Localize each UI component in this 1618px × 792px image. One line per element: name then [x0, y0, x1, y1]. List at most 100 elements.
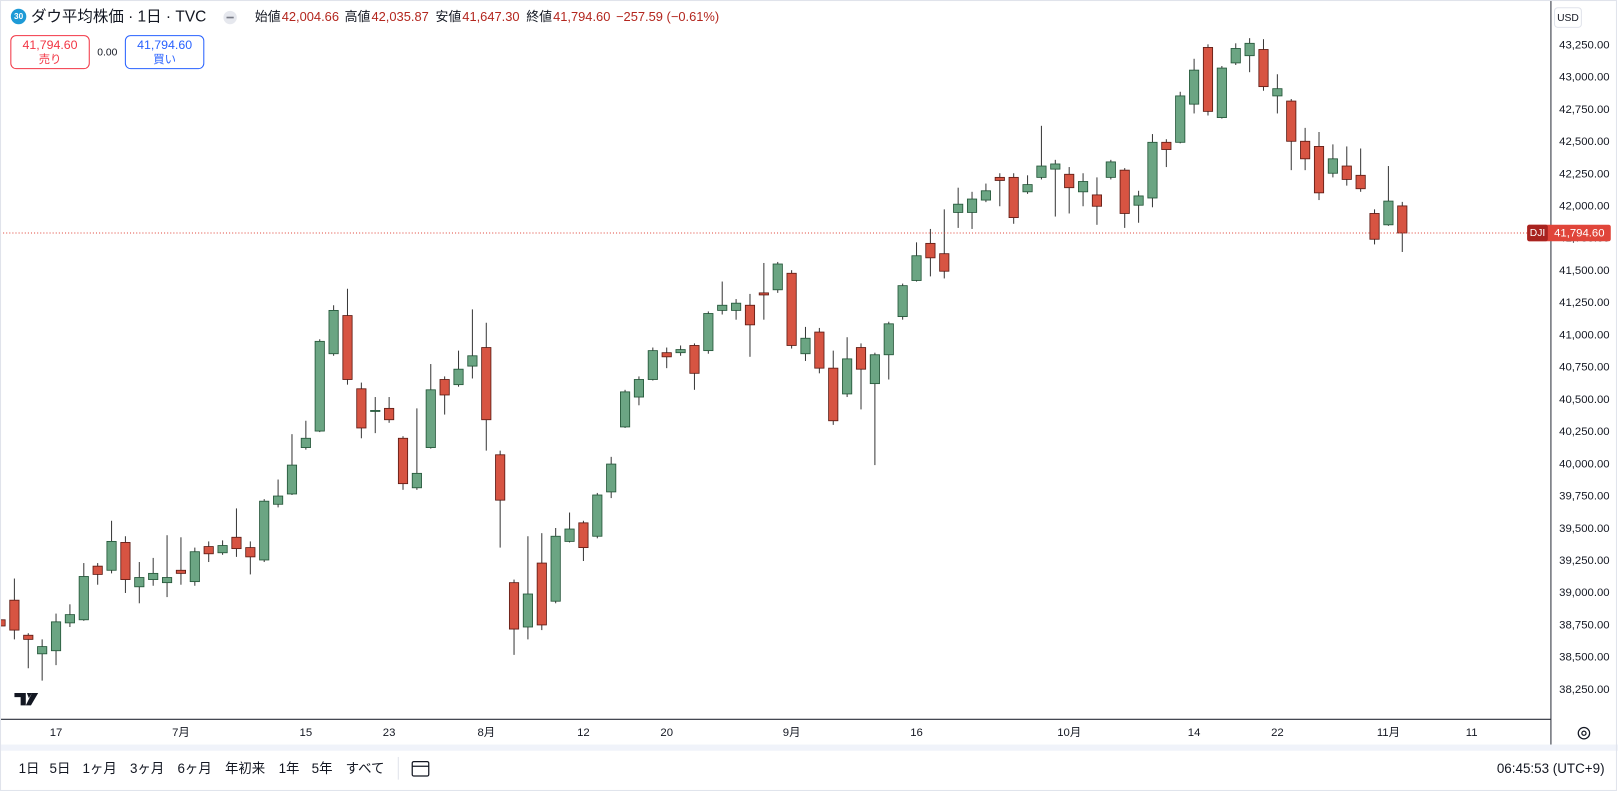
candle-body: [758, 292, 769, 296]
candle-body: [425, 389, 436, 448]
candle-body: [1022, 184, 1033, 193]
candle-body: [731, 302, 742, 311]
candle-body: [620, 391, 631, 428]
y-tick-label: 42,250.00: [1559, 168, 1609, 180]
candle-body: [800, 337, 811, 355]
y-tick-label: 38,500.00: [1559, 652, 1609, 664]
symbol-tag: [1527, 224, 1548, 242]
candle-body: [717, 304, 728, 311]
candle-body: [689, 345, 700, 374]
range-button[interactable]: 1年: [279, 761, 300, 776]
date-range-button[interactable]: [411, 760, 430, 777]
candle-body: [1161, 141, 1172, 150]
x-tick-label: 8月: [477, 727, 495, 739]
candle-body: [273, 495, 284, 505]
y-tick-label: 40,250.00: [1559, 426, 1609, 438]
x-tick-label: 10月: [1057, 727, 1081, 739]
clock[interactable]: 06:45:53 (UTC+9): [1497, 761, 1605, 776]
buy-label: 買い: [153, 53, 176, 66]
candle-body: [911, 255, 922, 281]
candle-body: [439, 379, 450, 396]
currency-button[interactable]: [1554, 7, 1582, 28]
candle-body: [814, 331, 825, 369]
range-button[interactable]: 年初来: [225, 761, 265, 776]
x-tick-label: 15: [300, 727, 313, 739]
range-button[interactable]: 6ヶ月: [177, 761, 211, 776]
price-axis: 38,250.00 38,500.00 38,750.00 39,000.00 39,2…: [1559, 39, 1609, 696]
x-tick-label: 20: [660, 727, 673, 739]
settings-button[interactable]: [1577, 726, 1591, 740]
x-tick-label: 12: [577, 727, 590, 739]
sell-button[interactable]: [10, 35, 90, 70]
toolbar-gap: [0, 744, 1618, 751]
range-button[interactable]: 5日: [50, 761, 71, 776]
candle-body: [162, 577, 173, 584]
candle-body: [592, 494, 603, 537]
range-button[interactable]: 5年: [312, 761, 333, 776]
x-tick-label: 23: [383, 727, 396, 739]
candle-body: [828, 367, 839, 422]
candle-body: [966, 198, 978, 213]
x-tick-label: 22: [1271, 727, 1284, 739]
candle-body: [1133, 195, 1144, 206]
candle-body: [786, 272, 797, 346]
symbol-badge: [10, 8, 27, 25]
range-button[interactable]: 1ヶ月: [83, 761, 117, 776]
y-tick-label: 39,500.00: [1559, 523, 1609, 535]
candle-body: [606, 463, 617, 493]
range-button[interactable]: 3ヶ月: [130, 761, 164, 776]
x-tick-label: 7月: [172, 727, 190, 739]
candle-body: [23, 634, 34, 640]
candle-body: [411, 472, 422, 489]
candle-body: [522, 593, 533, 628]
candle-body: [467, 355, 478, 367]
y-tick-label: 40,750.00: [1559, 362, 1609, 374]
candle-body: [37, 646, 48, 655]
candle-body: [120, 542, 131, 580]
range-button[interactable]: 1日: [19, 761, 40, 776]
currency: USD: [1557, 13, 1579, 24]
x-tick-label: 17: [50, 727, 63, 739]
candle-body: [1189, 69, 1200, 105]
symbol-title[interactable]: ダウ平均株価 · 1日 · TVC: [31, 8, 206, 26]
y-tick-label: 41,000.00: [1559, 329, 1609, 341]
badge-text: 30: [14, 12, 24, 21]
candle-body: [994, 176, 1005, 181]
ohlc-label: 終値: [526, 9, 552, 24]
candle-body: [855, 347, 867, 370]
ohlc-label: 始値: [255, 9, 281, 24]
spread: 0.00: [97, 47, 117, 58]
candle-body: [384, 407, 395, 421]
y-tick-label: 41,500.00: [1559, 265, 1609, 277]
range-button[interactable]: すべて: [346, 761, 385, 776]
candle-body: [661, 352, 672, 358]
x-tick-label: 11: [1466, 727, 1478, 739]
candle-body: [1078, 181, 1089, 193]
candle-body: [189, 551, 200, 583]
buy-button[interactable]: [124, 35, 205, 70]
candle-body: [9, 599, 20, 631]
candle-body: [328, 309, 339, 355]
candle-body: [245, 547, 256, 558]
sell-label: 売り: [39, 53, 62, 66]
candle-body: [1091, 194, 1103, 207]
candle-body: [564, 528, 575, 542]
ohlc-value: 42,035.87: [371, 9, 428, 24]
candle-body: [1244, 42, 1255, 57]
candle-body: [578, 522, 589, 549]
candle-body: [300, 437, 311, 448]
candle-body: [1147, 141, 1158, 199]
symbol-tag-text: DJI: [1530, 228, 1545, 239]
candle-body: [356, 388, 367, 429]
candle-body: [495, 454, 506, 501]
ohlc-value: 41,794.60: [553, 9, 610, 24]
candle-body: [203, 546, 214, 555]
y-tick-label: 40,500.00: [1559, 394, 1609, 406]
ohlc-label: 安値: [435, 9, 461, 24]
candle-body: [259, 500, 270, 561]
candle-body: [148, 572, 159, 580]
settings-icon: [1581, 730, 1587, 736]
